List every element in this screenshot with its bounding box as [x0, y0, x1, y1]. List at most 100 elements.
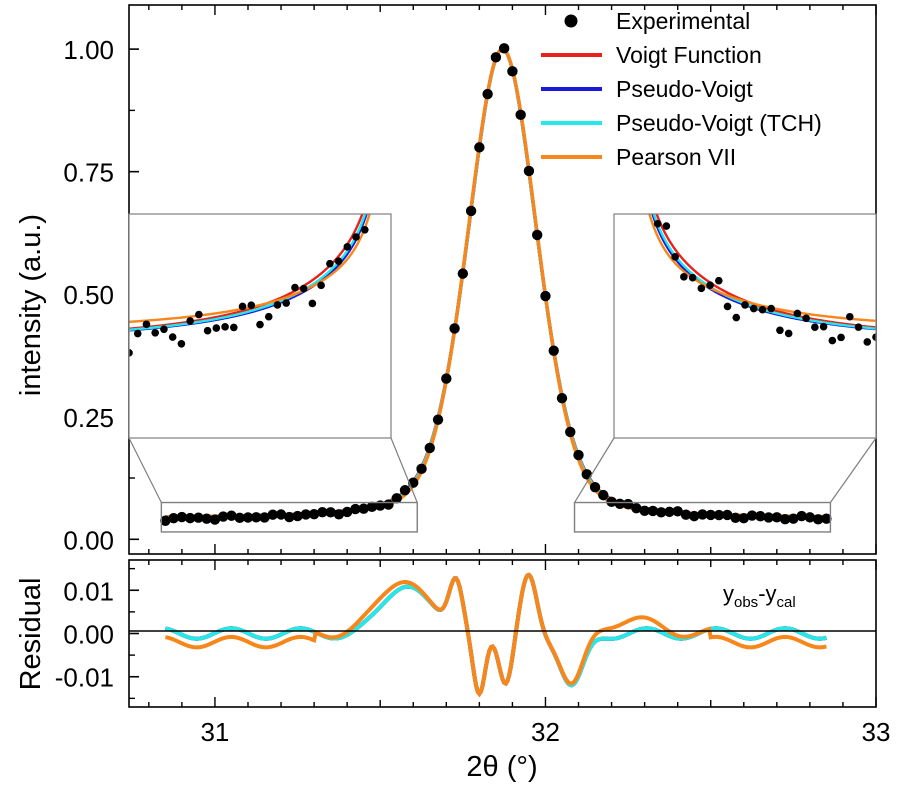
data-point	[738, 513, 749, 524]
zoom-connector	[829, 437, 877, 503]
data-point	[664, 506, 675, 518]
inset-data-point	[212, 324, 221, 332]
data-point	[565, 426, 576, 438]
data-point	[498, 43, 510, 54]
inset-data-point	[688, 273, 697, 282]
data-point	[763, 512, 774, 523]
inset-data-point	[767, 304, 775, 313]
residual-line-pearson-vii	[165, 572, 827, 698]
legend-label: Pseudo-Voigt (TCH)	[616, 110, 822, 136]
inset-right-frame	[613, 213, 877, 439]
inset-data-point	[238, 302, 247, 311]
data-point	[292, 510, 303, 522]
data-point	[573, 449, 584, 461]
data-point	[366, 501, 378, 513]
inset-data-point	[854, 323, 863, 331]
y-axis-label: intensity (a.u.)	[15, 214, 47, 396]
x-tick-label: 32	[531, 717, 560, 747]
inset-data-point	[680, 273, 688, 281]
data-point	[218, 511, 229, 522]
data-point	[746, 510, 758, 521]
inset-data-point	[776, 326, 784, 335]
inset-data-point	[784, 329, 793, 338]
inset-data-point	[619, 0, 627, 3]
x-axis-label: 2θ (°)	[466, 751, 537, 783]
inset-data-point	[645, 205, 653, 213]
inset-data-point	[203, 326, 212, 335]
residual-axis-label: Residual	[15, 578, 47, 691]
inset-data-point	[195, 310, 203, 319]
inset-data-point	[863, 338, 872, 346]
inset-data-point	[715, 276, 723, 285]
inset-data-point	[378, 117, 386, 125]
inset-data-point	[151, 328, 159, 337]
inset-data-point	[273, 301, 282, 309]
data-point	[523, 165, 535, 177]
inset-data-point	[308, 299, 317, 308]
data-point	[317, 506, 328, 518]
data-point	[788, 513, 799, 524]
inset-data-point	[334, 257, 343, 266]
residual-y-axis: 0.01 0.00 -0.01	[55, 567, 139, 700]
inset-data-point	[837, 333, 845, 342]
residual-frame	[128, 559, 877, 708]
inset-data-point	[732, 313, 741, 322]
inset-data-point	[142, 320, 151, 329]
data-point	[432, 414, 444, 425]
inset-left-frame	[128, 213, 392, 439]
inset-data-point	[361, 226, 369, 234]
inset-data-point	[828, 336, 837, 345]
data-point	[672, 506, 683, 517]
data-point	[771, 512, 783, 523]
data-point	[507, 66, 518, 77]
data-point	[722, 509, 733, 521]
inset-data-point	[811, 323, 819, 332]
data-point	[465, 205, 477, 217]
inset-data-point	[230, 323, 238, 332]
data-point	[598, 489, 609, 501]
data-point	[622, 498, 634, 510]
data-point	[399, 485, 411, 496]
inset-data-point	[264, 312, 273, 321]
data-point	[697, 509, 708, 520]
data-point	[275, 509, 287, 520]
data-point	[251, 512, 262, 523]
inset-data-point	[653, 219, 662, 228]
y-tick-label: 0.75	[63, 158, 114, 188]
data-point	[730, 512, 741, 523]
inset-data-point	[221, 323, 229, 331]
inset-data-point	[662, 222, 671, 230]
data-point	[689, 510, 700, 522]
inset-left-series	[129, 59, 395, 357]
inset-data-point	[741, 301, 749, 309]
data-point	[804, 512, 816, 523]
zoom-connector	[128, 437, 162, 503]
data-point	[540, 290, 551, 302]
inset-data-point	[387, 59, 395, 67]
data-point	[755, 511, 766, 522]
residual-y-tick-label: -0.01	[55, 663, 114, 693]
inset-data-point	[802, 314, 810, 323]
data-point	[490, 52, 502, 63]
data-point	[779, 513, 791, 525]
inset-data-point	[723, 302, 732, 311]
data-point	[267, 509, 278, 520]
data-point	[226, 510, 237, 521]
data-point	[655, 507, 667, 518]
inset-data-point	[370, 178, 378, 186]
inset-data-point	[758, 305, 767, 314]
inset-data-point	[352, 233, 360, 241]
y-tick-label: 0.00	[63, 525, 114, 555]
x-tick-label: 33	[862, 717, 891, 747]
residual-y-tick-label: 0.00	[63, 620, 114, 650]
data-point	[176, 511, 188, 523]
legend-label: Pearson VII	[616, 144, 736, 170]
inset-line-pearson-vii	[129, 214, 371, 324]
data-point	[581, 469, 592, 480]
inset-data-point	[671, 253, 679, 261]
data-point	[441, 373, 452, 384]
data-point	[234, 512, 245, 524]
inset-data-point	[299, 284, 308, 293]
inset-data-point	[129, 349, 133, 357]
